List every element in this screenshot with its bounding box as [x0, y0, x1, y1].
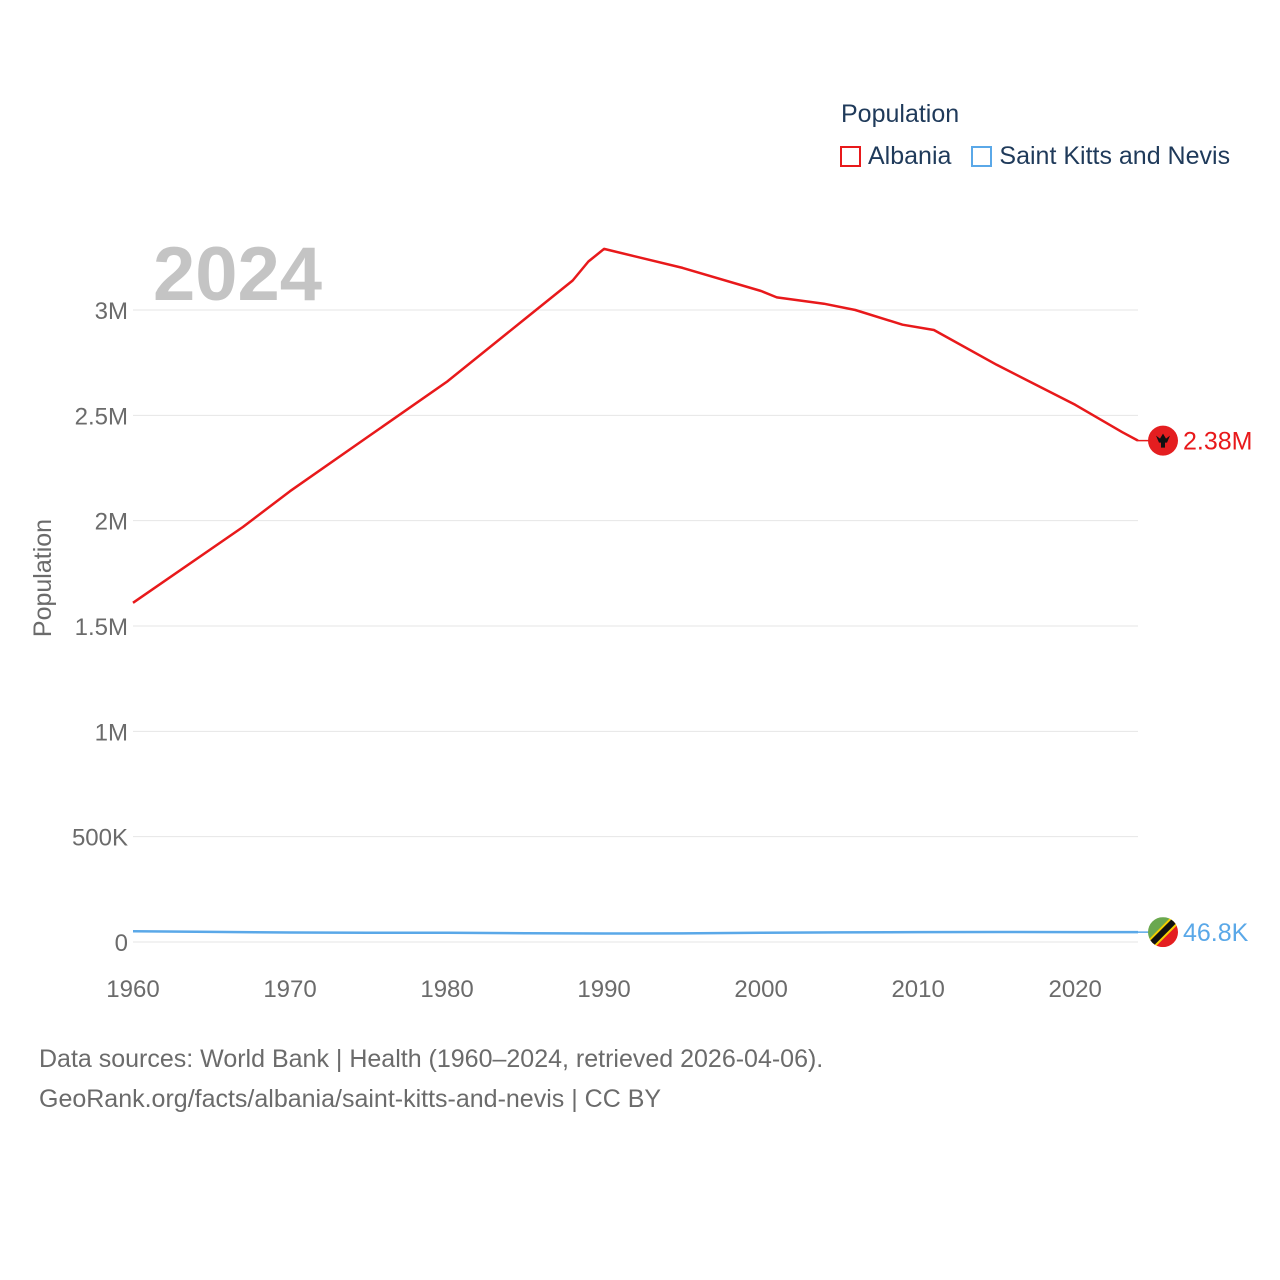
series-lines	[132, 247, 1139, 935]
end-value-label-saint-kitts-and-nevis: 46.8K	[1183, 919, 1249, 947]
legend-label-saint-kitts-and-nevis: Saint Kitts and Nevis	[999, 142, 1231, 170]
x-tick-label: 1960	[106, 976, 159, 1003]
x-tick-label: 2000	[734, 976, 787, 1003]
x-tick-label: 1980	[420, 976, 473, 1003]
y-tick-label: 1.5M	[75, 614, 128, 641]
x-axis-ticks: 1960 1970 1980 1990 2000 2010 2020	[106, 976, 1102, 1003]
footer-link[interactable]: GeoRank.org/facts/albania/saint-kitts-an…	[39, 1085, 662, 1113]
grid-lines	[133, 309, 1138, 943]
end-value-label-albania: 2.38M	[1183, 428, 1252, 456]
x-tick-label: 1990	[577, 976, 630, 1003]
series-line-albania[interactable]	[132, 247, 1139, 604]
series-line-saint-kitts-and-nevis[interactable]	[132, 930, 1138, 935]
y-tick-label: 3M	[95, 298, 128, 325]
legend-label-albania: Albania	[868, 142, 952, 170]
y-tick-label: 1M	[95, 719, 128, 746]
legend-item-saint-kitts-and-nevis[interactable]: Saint Kitts and Nevis	[971, 142, 1230, 171]
albania-flag-icon	[1148, 425, 1178, 456]
y-axis-label: Population	[29, 519, 57, 637]
y-tick-label: 2M	[95, 509, 128, 536]
x-tick-label: 1970	[263, 976, 316, 1003]
y-tick-label: 500K	[72, 825, 128, 852]
legend-title: Population	[841, 100, 960, 128]
legend: Albania Saint Kitts and Nevis	[840, 142, 1250, 171]
legend-item-albania[interactable]: Albania	[840, 142, 951, 171]
legend-swatch-albania	[840, 146, 861, 167]
legend-swatch-saint-kitts-and-nevis	[971, 146, 993, 167]
saint-kitts-and-nevis-flag-icon	[1148, 917, 1178, 948]
footer-sources: Data sources: World Bank | Health (1960–…	[39, 1045, 824, 1073]
y-tick-label: 2.5M	[75, 403, 128, 430]
y-axis-ticks: 0 500K 1M 1.5M 2M 2.5M 3M	[72, 298, 128, 957]
y-tick-label: 0	[115, 930, 128, 957]
end-markers: 2.38M 46.8K	[1138, 425, 1252, 948]
x-tick-label: 2020	[1048, 976, 1101, 1003]
current-year-label: 2024	[153, 232, 322, 317]
x-tick-label: 2010	[891, 976, 944, 1003]
